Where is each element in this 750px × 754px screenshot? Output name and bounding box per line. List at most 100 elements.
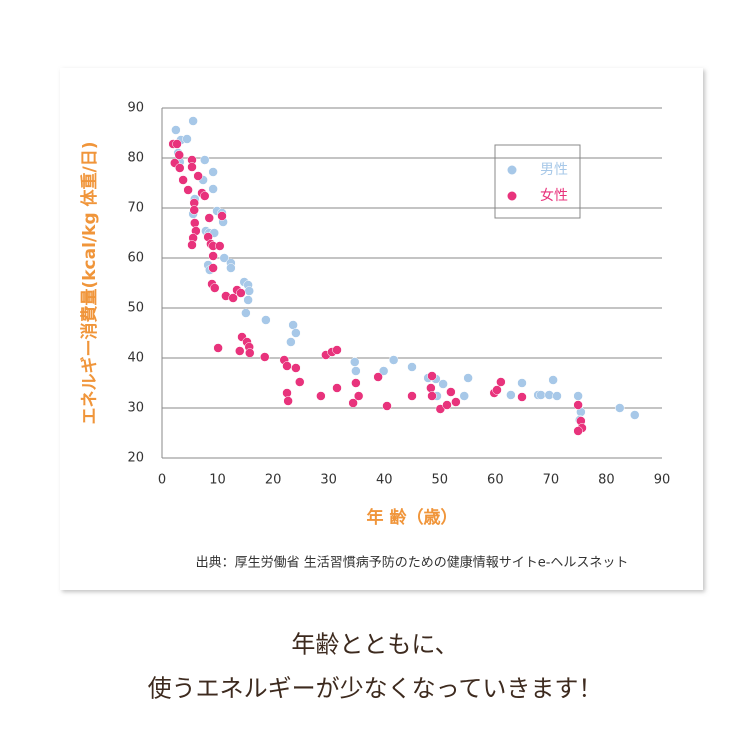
legend-label: 女性 [540,187,568,204]
point [219,253,229,263]
point [208,184,218,194]
y-tick-label: 40 [127,351,144,366]
point [261,315,271,325]
point [210,283,220,293]
point [183,185,193,195]
point [182,134,192,144]
point [204,213,214,223]
x-axis-label: 年 齢（歳） [367,507,458,528]
x-tick-label: 10 [209,473,226,488]
point [316,391,326,401]
point [348,398,358,408]
y-tick-label: 50 [127,301,144,316]
point [200,155,210,165]
point [459,391,469,401]
point [548,375,558,385]
point [382,401,392,411]
point [388,355,399,365]
point [426,383,436,393]
point [291,328,301,338]
point [282,361,292,371]
point [463,373,473,383]
point [427,371,437,381]
point [427,391,437,401]
point [241,308,251,318]
y-tick-label: 80 [127,151,144,166]
point [187,162,197,172]
x-tick-label: 70 [543,473,560,488]
point [353,391,364,401]
point [378,366,389,376]
point [573,391,583,401]
point [226,263,236,273]
point [332,383,342,393]
point [351,366,361,376]
point [208,263,218,273]
point [407,362,417,372]
point [615,403,625,413]
point [573,426,583,436]
point [351,378,361,388]
caption: 使うエネルギーが少なくなっていきます！ [148,675,603,703]
point [407,391,417,401]
point [442,400,452,410]
point [235,346,245,356]
legend-box [494,144,581,219]
point [189,205,199,215]
point [350,357,360,367]
point [193,171,203,181]
point [283,396,293,406]
point [244,286,254,296]
source: 出典：厚生労働省 生活習慣病予防のための健康情報サイトe-ヘルスネット [196,555,629,571]
point [217,211,227,221]
point [496,377,506,387]
point [573,400,583,410]
x-tick-label: 40 [376,473,393,488]
point [243,295,253,305]
point [291,363,301,373]
point [213,343,223,353]
point [178,175,188,185]
point [190,218,200,228]
caption: 年齢とともに、 [291,631,458,659]
legend-label: 男性 [540,162,568,178]
point [288,320,298,330]
point [373,372,383,382]
card [60,68,703,590]
point [172,139,182,149]
point [517,392,527,402]
point [332,345,342,355]
y-tick-label: 70 [127,201,144,216]
point [208,251,218,261]
legend-marker [507,165,517,175]
point [552,391,562,401]
point [260,352,270,362]
point [187,240,197,250]
point [282,388,292,398]
point [295,377,305,387]
legend-marker [507,191,517,201]
x-tick-label: 30 [320,473,337,488]
point [228,293,238,303]
y-tick-label: 90 [127,101,144,116]
point [451,397,461,407]
point [286,337,296,347]
point [236,288,246,298]
x-tick-label: 20 [265,473,282,488]
point [492,385,502,395]
y-tick-label: 30 [127,401,144,416]
y-tick-label: 60 [127,251,144,266]
point [188,116,198,126]
point [171,125,181,135]
point [175,163,185,173]
point [536,390,546,400]
x-tick-label: 50 [432,473,449,488]
point [630,410,640,420]
point [208,167,218,177]
point [174,150,184,160]
point [438,379,448,389]
y-tick-label: 20 [127,451,144,466]
point [517,378,527,388]
